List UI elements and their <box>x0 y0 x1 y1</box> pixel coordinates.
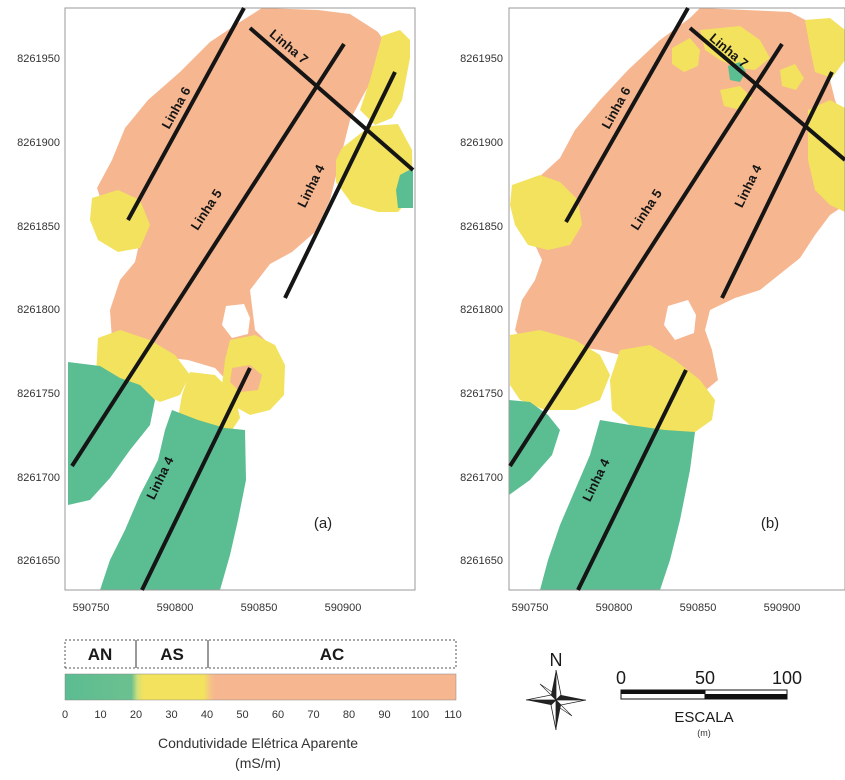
y-tick-label: 8261800 <box>460 304 503 316</box>
map-panel-a: Linha 6 Linha 5 Linha 7 Linha 4 Linha 4 … <box>17 7 416 614</box>
survey-line-5 <box>508 42 784 468</box>
map-frame-a <box>64 7 416 591</box>
map-panel-b: Linha 6 Linha 5 Linha 7 Linha 4 Linha 4 … <box>460 7 845 614</box>
survey-line-4-upper <box>720 71 834 299</box>
scale-segment-black-bottom <box>705 694 787 699</box>
legend-tick: 100 <box>411 709 429 721</box>
survey-line-5 <box>70 42 346 468</box>
survey-line-4-lower <box>576 369 688 591</box>
x-tick-label: 590900 <box>764 602 801 614</box>
x-tick-label: 590900 <box>325 602 362 614</box>
x-axis-a: 590750 590800 590850 590900 <box>73 602 362 614</box>
y-tick-label: 8261900 <box>460 137 503 149</box>
panel-label-b: (b) <box>761 515 779 532</box>
legend-tick: 20 <box>130 709 142 721</box>
survey-line-6 <box>126 7 246 221</box>
y-tick-label: 8261750 <box>460 388 503 400</box>
compass-rose-icon <box>525 669 587 731</box>
survey-line-4-upper <box>283 71 397 299</box>
x-axis-b: 590750 590800 590850 590900 <box>512 602 801 614</box>
y-tick-label: 8261700 <box>460 472 503 484</box>
class-label-as: AS <box>160 645 184 664</box>
y-tick-label: 8261950 <box>460 53 503 65</box>
legend-tick: 0 <box>62 709 68 721</box>
survey-line-7 <box>688 26 845 162</box>
survey-line-6 <box>564 7 690 223</box>
scale-segment-black-top <box>621 690 705 694</box>
color-bar <box>64 673 457 701</box>
color-legend: AN AS AC 0 10 20 30 40 50 60 70 80 90 10 <box>62 639 462 771</box>
y-tick-label: 8261750 <box>17 388 60 400</box>
legend-tick: 90 <box>378 709 390 721</box>
legend-unit: (mS/m) <box>235 755 281 771</box>
class-label-ac: AC <box>320 645 345 664</box>
y-tick-label: 8261900 <box>17 137 60 149</box>
x-tick-label: 590850 <box>241 602 278 614</box>
conductivity-map-b <box>509 8 845 590</box>
legend-tick: 40 <box>201 709 213 721</box>
y-tick-label: 8261650 <box>460 555 503 567</box>
y-tick-label: 8261950 <box>17 53 60 65</box>
scale-tick: 50 <box>695 668 715 688</box>
y-tick-label: 8261800 <box>17 304 60 316</box>
panel-label-a: (a) <box>314 515 332 532</box>
y-tick-label: 8261850 <box>460 221 503 233</box>
legend-tick: 10 <box>94 709 106 721</box>
scale-title: ESCALA <box>674 709 733 726</box>
legend-tick: 70 <box>307 709 319 721</box>
legend-tick: 50 <box>236 709 248 721</box>
legend-caption: Condutividade Elétrica Aparente <box>158 735 358 751</box>
conductivity-map-a <box>68 8 413 590</box>
class-bracket <box>64 639 457 668</box>
map-frame-b <box>508 7 845 591</box>
scale-tick: 0 <box>616 668 626 688</box>
class-label-an: AN <box>88 645 113 664</box>
y-axis-b: 8261950 8261900 8261850 8261800 8261750 … <box>460 53 503 567</box>
scale-bar: 0 50 100 ESCALA (m) <box>616 668 802 738</box>
survey-line-4-lower <box>140 367 252 591</box>
x-tick-label: 590850 <box>680 602 717 614</box>
x-tick-label: 590800 <box>596 602 633 614</box>
legend-tick: 60 <box>272 709 284 721</box>
x-tick-label: 590750 <box>512 602 549 614</box>
y-tick-label: 8261650 <box>17 555 60 567</box>
y-tick-label: 8261700 <box>17 472 60 484</box>
y-tick-label: 8261850 <box>17 221 60 233</box>
north-arrow: N <box>525 650 587 731</box>
north-letter: N <box>550 650 563 670</box>
y-axis-a: 8261950 8261900 8261850 8261800 8261750 … <box>17 53 60 567</box>
x-tick-label: 590800 <box>157 602 194 614</box>
scale-unit: (m) <box>697 728 711 738</box>
legend-tick: 80 <box>343 709 355 721</box>
scale-tick: 100 <box>772 668 802 688</box>
legend-tick: 110 <box>444 709 462 721</box>
survey-line-7 <box>248 26 415 172</box>
x-tick-label: 590750 <box>73 602 110 614</box>
legend-tick: 30 <box>165 709 177 721</box>
